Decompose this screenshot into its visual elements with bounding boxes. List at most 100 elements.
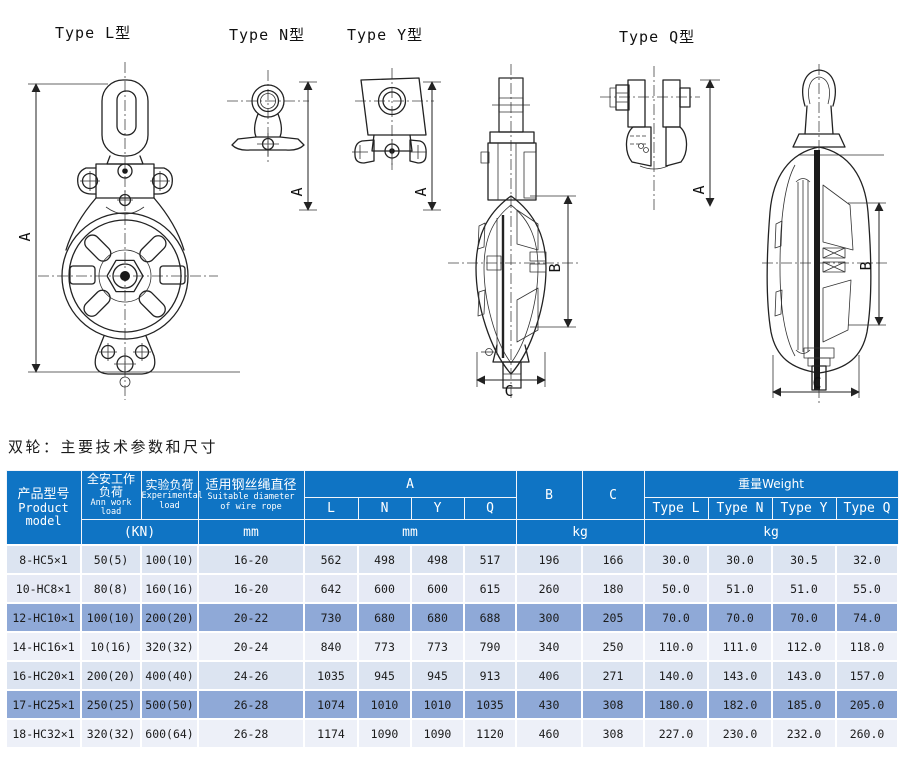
cell-weight-y: 51.0 (771, 573, 838, 604)
header-work-load-en: Ann work load (90, 497, 132, 517)
clevis-plate (627, 79, 646, 128)
cell-work-load: 100(10) (80, 602, 142, 633)
header-dim-c: C (581, 470, 645, 520)
cell-weight-l: 50.0 (643, 573, 710, 604)
cell-weight-y: 30.5 (771, 544, 838, 575)
header-a-l: L (303, 497, 359, 520)
cell-a-l: 730 (303, 602, 359, 633)
cell-weight-l: 70.0 (643, 602, 710, 633)
figure-title-type-y: Type Y型 (347, 26, 424, 44)
cell-b: 196 (515, 544, 584, 575)
unit-mm-a: mm (303, 519, 517, 546)
dimension-a-label: A (16, 232, 34, 241)
cell-work-load: 50(5) (80, 544, 142, 575)
cell-exp-load: 200(20) (140, 602, 199, 633)
cell-a-n: 945 (357, 660, 412, 691)
cell-a-l: 1174 (303, 718, 359, 749)
unit-kn: (KN) (80, 519, 199, 546)
spec-table-wrap: 产品型号 Product model 全安工作 负荷 Ann work load… (5, 470, 900, 749)
header-product-model-en1: Product (18, 501, 69, 515)
header-exp-en1: Experimental (141, 491, 203, 501)
cell-weight-l: 180.0 (643, 689, 710, 720)
eye-ring (251, 84, 285, 118)
cell-weight-l: 30.0 (643, 544, 710, 575)
section-title: 双轮：主要技术参数和尺寸 (8, 438, 219, 456)
cell-model: 16-HC20×1 (5, 660, 82, 691)
cell-weight-n: 111.0 (707, 631, 774, 662)
cell-work-load: 320(32) (80, 718, 142, 749)
eye-ring (377, 86, 407, 116)
cell-weight-y: 112.0 (771, 631, 838, 662)
right-wing (409, 139, 427, 164)
cell-work-load: 80(8) (80, 573, 142, 604)
cell-a-y: 498 (410, 544, 465, 575)
header-work-load: 全安工作 负荷 Ann work load (80, 470, 142, 520)
figure-side-view-right: B C (762, 64, 888, 404)
table-body: 8-HC5×1 50(5) 100(10) 16-20 562 498 498 517 196 1… (5, 544, 900, 749)
cell-a-n: 773 (357, 631, 412, 662)
upper-housing (487, 142, 537, 201)
clevis-plate (662, 79, 681, 128)
cell-exp-load: 160(16) (140, 573, 199, 604)
cell-model: 18-HC32×1 (5, 718, 82, 749)
cell-model: 12-HC10×1 (5, 602, 82, 633)
cell-a-q: 790 (462, 631, 518, 662)
cell-c: 271 (581, 660, 646, 691)
cell-exp-load: 600(64) (140, 718, 199, 749)
cell-a-q: 615 (462, 573, 518, 604)
header-product-model: 产品型号 Product model (5, 470, 82, 546)
cell-weight-n: 70.0 (707, 602, 774, 633)
figure-type-l-front-view: A (16, 62, 240, 400)
dimension-c-label: C (504, 382, 513, 400)
header-exp-zh: 实验负荷 (145, 478, 194, 492)
cell-a-y: 1010 (410, 689, 465, 720)
dimension-b-label: B (546, 263, 564, 272)
cell-weight-l: 227.0 (643, 718, 710, 749)
cell-a-q: 517 (462, 544, 518, 575)
cell-weight-y: 70.0 (771, 602, 838, 633)
cell-weight-y: 185.0 (771, 689, 838, 720)
spec-table: 产品型号 Product model 全安工作 负荷 Ann work load… (5, 470, 900, 749)
header-product-model-zh: 产品型号 (17, 487, 70, 502)
cell-weight-y: 232.0 (771, 718, 838, 749)
dimension-a-label: A (690, 185, 708, 194)
cell-model: 10-HC8×1 (5, 573, 82, 604)
left-wing (354, 139, 375, 164)
cell-a-n: 680 (357, 602, 412, 633)
header-weight-type-n: Type N (707, 497, 773, 520)
figure-title-type-l: Type L型 (55, 24, 132, 42)
cell-rope-dia: 24-26 (197, 660, 305, 691)
cell-exp-load: 400(40) (140, 660, 199, 691)
bracket (360, 77, 427, 136)
table-row: 16-HC20×1 200(20) 400(40) 24-26 1035 945 945 91… (5, 660, 900, 691)
header-dim-a: A (303, 470, 517, 498)
cell-model: 17-HC25×1 (5, 689, 82, 720)
unit-mm-rope: mm (197, 519, 305, 546)
hex-nut (106, 259, 144, 293)
cell-a-q: 688 (462, 602, 518, 633)
cell-weight-q: 55.0 (835, 573, 900, 604)
cell-a-y: 1090 (410, 718, 465, 749)
bolt-nut (679, 87, 691, 108)
cell-weight-l: 110.0 (643, 631, 710, 662)
figure-title-type-q: Type Q型 (619, 28, 696, 46)
cell-weight-y: 143.0 (771, 660, 838, 691)
unit-kg-bc: kg (515, 519, 645, 546)
cell-weight-q: 32.0 (835, 544, 900, 575)
dimension-a-label: A (288, 187, 306, 196)
center-plate (814, 150, 820, 390)
cell-weight-n: 30.0 (707, 544, 774, 575)
header-wire-rope-diameter: 适用钢丝绳直径 Suitable diameter of wire rope (197, 470, 305, 520)
cell-b: 260 (515, 573, 584, 604)
cell-weight-n: 143.0 (707, 660, 774, 691)
cell-a-q: 1035 (462, 689, 518, 720)
cell-weight-q: 260.0 (835, 718, 900, 749)
cell-rope-dia: 20-24 (197, 631, 305, 662)
cell-a-n: 1010 (357, 689, 412, 720)
cell-b: 460 (515, 718, 584, 749)
dimension-a-label: A (412, 187, 430, 196)
header-dia-en1: Suitable diameter (207, 492, 295, 502)
cell-weight-q: 157.0 (835, 660, 900, 691)
header-a-n: N (357, 497, 412, 520)
